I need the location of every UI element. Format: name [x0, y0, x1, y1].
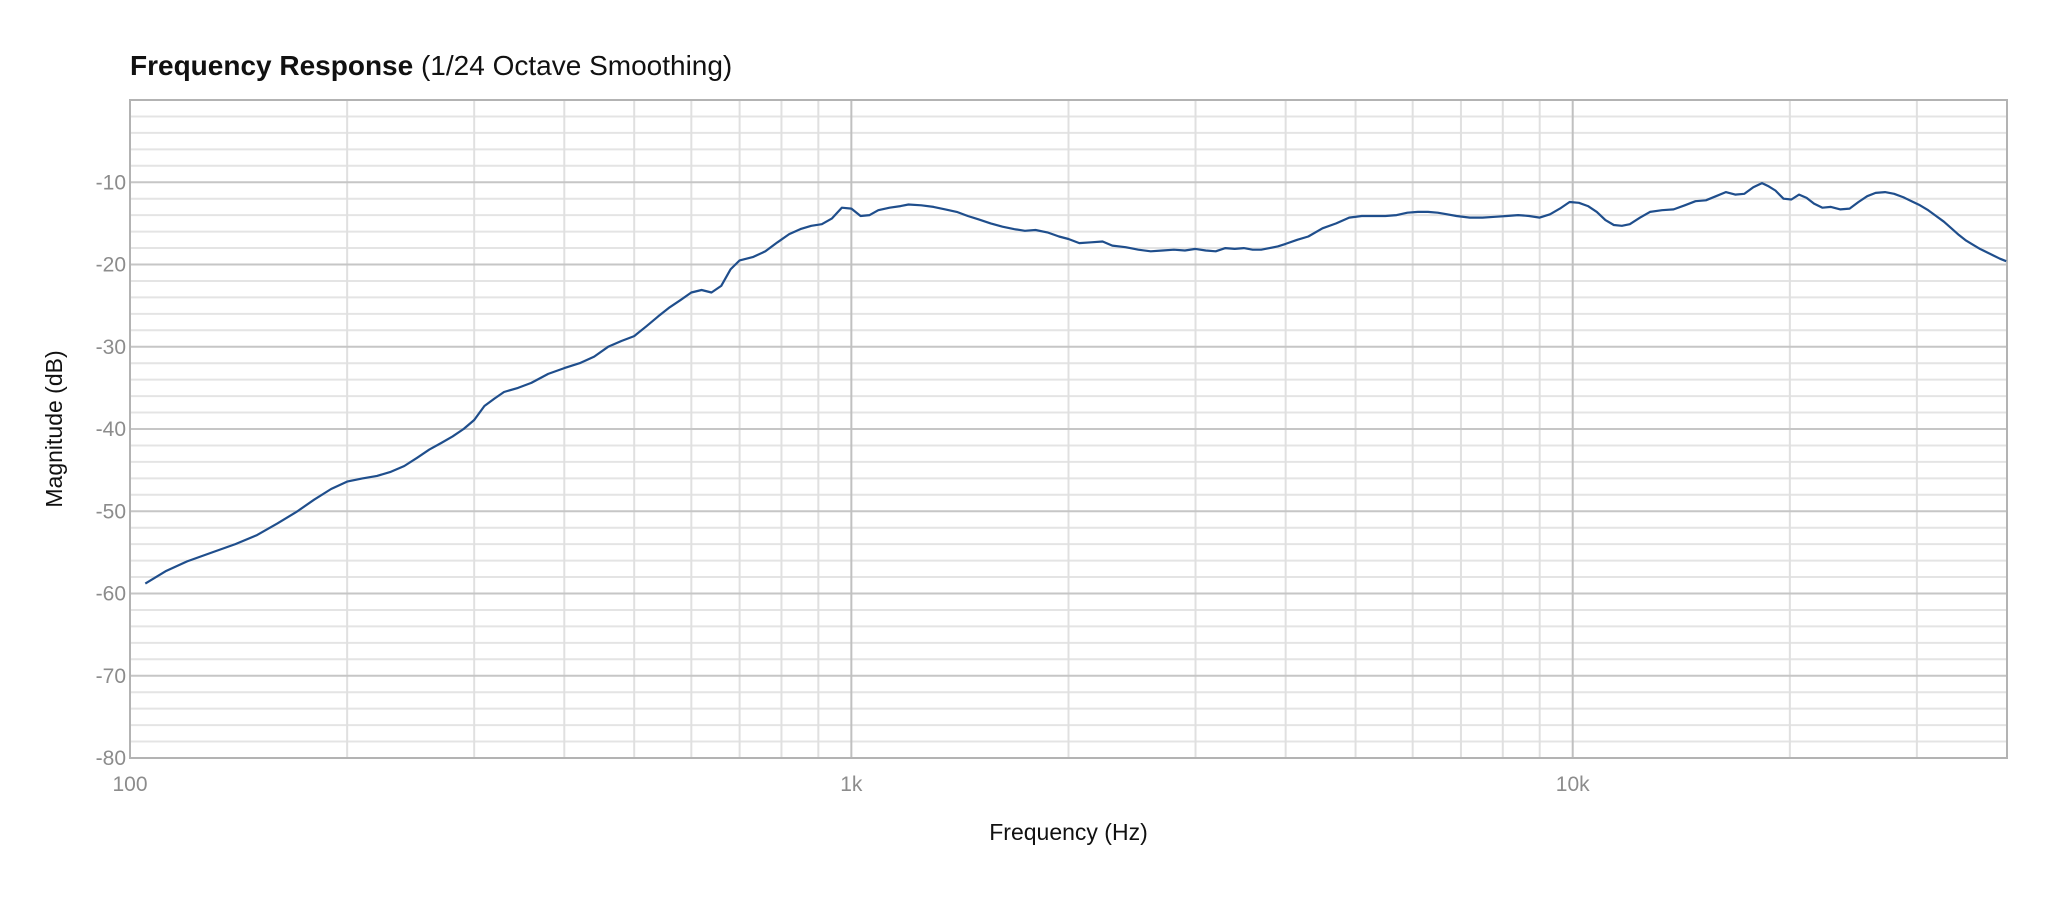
y-axis-ticks: -10 -20 -30 -40 -50 -60 -70 -80	[96, 171, 126, 770]
x-tick-label: 100	[112, 773, 147, 796]
y-tick-label: -60	[96, 583, 126, 606]
x-axis-title: Frequency (Hz)	[989, 819, 1147, 845]
series-layer	[144, 182, 2007, 585]
y-tick-label: -10	[96, 171, 126, 194]
y-tick-label: -40	[96, 418, 126, 441]
plot-frame	[129, 99, 2008, 759]
chart-title: Frequency Response (1/24 Octave Smoothin…	[130, 50, 732, 82]
minor-gridlines	[130, 100, 2008, 758]
y-tick-label: -70	[96, 665, 126, 688]
x-axis-ticks: 100 1k 10k	[112, 773, 1590, 796]
x-tick-label: 1k	[840, 773, 863, 796]
frequency-response-line	[144, 182, 2007, 585]
chart-title-main: Frequency Response	[130, 50, 414, 81]
major-gridlines	[130, 100, 2007, 758]
y-tick-label: -80	[96, 747, 126, 770]
y-tick-label: -20	[96, 254, 126, 277]
y-axis-title: Magnitude (dB)	[41, 350, 67, 507]
y-tick-label: -30	[96, 336, 126, 359]
chart-subtitle: (1/24 Octave Smoothing)	[420, 50, 733, 81]
y-tick-label: -50	[96, 500, 126, 523]
x-tick-label: 10k	[1556, 773, 1590, 796]
